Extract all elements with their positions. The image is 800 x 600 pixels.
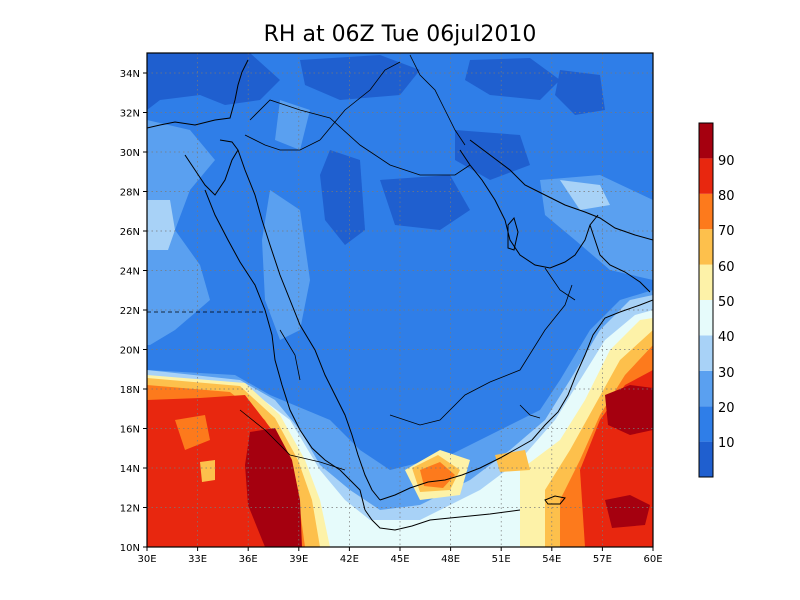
saudi-yemen-border [389,284,573,426]
colorbar-label: 40 [718,330,735,345]
rh-band-90-plus [245,428,302,547]
colorbar-segment [699,406,713,442]
oman-yemen-border [519,404,541,419]
lon-label: 30E [137,554,156,565]
ethiopia-border [239,409,346,471]
axis-ticks [143,72,654,551]
horn-of-africa-coast [364,509,521,531]
lat-label: 10N [120,543,140,554]
lon-label: 60E [643,554,662,565]
uae-border [544,267,576,301]
colorbar-label: 20 [718,401,735,416]
qatar-peninsula [507,216,519,251]
lon-label: 48E [441,554,460,565]
lat-label: 34N [120,69,140,80]
colorbar-segment [699,193,713,230]
lat-label: 30N [120,148,140,159]
colorbar-segment [699,335,713,371]
lat-labels: 10N 12N 14N 16N 18N 20N 22N 24N 26N 28N … [120,69,140,554]
lat-label: 20N [120,346,140,357]
lat-label: 22N [120,306,140,317]
rh-band-0-10 [147,53,280,110]
lat-label: 28N [120,188,140,199]
lat-label: 26N [120,227,140,238]
iran-gulf-coast [469,139,653,241]
sinai-coast [184,139,239,196]
jordan-border [244,134,321,151]
rh-band-30-40 [147,200,175,250]
mediterranean-coast [147,59,249,129]
lat-label: 16N [120,425,140,436]
coastlines-borders [147,54,653,531]
persian-gulf-coast [459,149,599,269]
lon-label: 42E [340,554,359,565]
iraq-border [319,61,401,141]
colorbar-segment [699,123,713,159]
lat-label: 24N [120,267,140,278]
arabian-south-coast [379,299,653,501]
lon-label: 54E [542,554,561,565]
socotra-island [544,495,566,505]
graticule [147,53,653,547]
colorbar-label: 30 [718,366,735,381]
saudi-north-border [249,99,471,176]
colorbar-segment [699,370,713,407]
lon-labels: 30E 33E 36E 39E 42E 45E 48E 51E 54E 57E … [137,554,662,565]
lon-label: 51E [492,554,511,565]
lat-label: 12N [120,504,140,515]
rh-band-20-30 [147,120,215,345]
lon-label: 36E [239,554,258,565]
colorbar-segment [699,441,713,477]
lat-label: 32N [120,109,140,120]
colorbar-segment [699,158,713,194]
colorbar-frame [698,122,714,478]
oman-coast [589,224,651,293]
colorbar-labels: 90 80 70 60 50 40 30 20 10 [718,154,735,451]
lat-label: 14N [120,464,140,475]
lon-label: 39E [289,554,308,565]
lat-label: 18N [120,385,140,396]
colorbar-label: 70 [718,224,735,239]
colorbar-label: 80 [718,189,735,204]
colorbar-label: 90 [718,154,735,169]
lon-label: 45E [390,554,409,565]
arabian-red-sea-coast [237,149,381,501]
colorbar-segment [699,264,713,300]
map-title: RH at 06Z Tue 06jul2010 [264,22,537,47]
colorbar-label: 50 [718,295,735,310]
colorbar-label: 10 [718,436,735,451]
african-red-sea-coast [204,189,366,511]
sudan-eritrea-border [279,329,301,381]
colorbar-segment [699,300,713,336]
colorbar-label: 60 [718,260,735,275]
colorbar-segment [699,229,713,265]
lon-label: 33E [188,554,207,565]
colorbar [698,122,714,478]
lon-label: 57E [593,554,612,565]
